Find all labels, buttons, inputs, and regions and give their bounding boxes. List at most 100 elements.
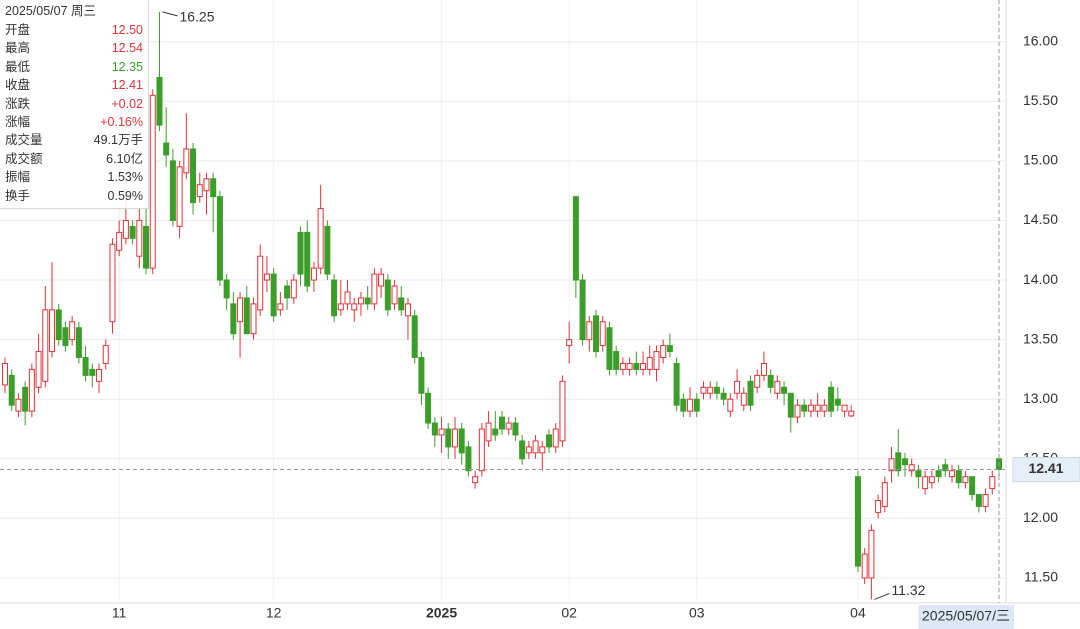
info-row: 成交量 49.1万手	[0, 131, 148, 149]
candle-body	[566, 339, 573, 347]
candle-body	[35, 351, 42, 388]
candle-body	[653, 351, 660, 370]
candle-body	[149, 94, 156, 269]
candle-body	[888, 458, 895, 472]
candle-body	[492, 428, 499, 436]
info-value: 49.1万手	[93, 133, 143, 148]
candle-body	[666, 345, 673, 353]
candle-body	[922, 476, 929, 490]
info-row: 最高 12.54	[0, 39, 148, 57]
candle-body	[606, 327, 613, 370]
candle-body	[700, 386, 707, 394]
info-label: 涨跌	[5, 96, 31, 111]
candle-body	[707, 386, 714, 394]
candle-body	[519, 440, 526, 460]
candle-body	[364, 297, 371, 305]
candle-body	[787, 392, 794, 418]
candle-body	[465, 446, 472, 472]
candle-body	[512, 422, 519, 436]
candle-body	[122, 219, 129, 239]
candle-body	[901, 458, 908, 466]
candle-body	[183, 148, 190, 174]
candle-body	[801, 404, 808, 412]
candle-body	[190, 148, 197, 204]
candle-body	[478, 428, 485, 472]
candle-body	[942, 464, 949, 472]
candle-body	[774, 380, 781, 394]
candle-body	[351, 303, 358, 311]
info-row: 涨跌 +0.02	[0, 95, 148, 113]
info-value: 1.53%	[107, 170, 143, 185]
candle-body	[378, 273, 385, 287]
candle-body	[210, 178, 217, 198]
candle-body	[982, 494, 989, 507]
candle-body	[15, 398, 22, 412]
candle-body	[163, 142, 170, 156]
y-tick-label: 13.50	[1023, 330, 1058, 346]
info-row: 换手 0.59%	[0, 187, 148, 205]
info-label: 涨幅	[5, 114, 31, 129]
candle-body	[284, 285, 291, 299]
candle-body	[304, 231, 311, 287]
candle-body	[593, 315, 600, 353]
y-tick-label: 16.00	[1023, 32, 1058, 48]
y-tick-label: 13.00	[1023, 390, 1058, 406]
price-label: 12.41	[1028, 460, 1063, 476]
candle-body	[337, 303, 344, 311]
info-value: 12.50	[111, 23, 143, 37]
candle-body	[317, 208, 324, 269]
y-tick-label: 15.50	[1023, 92, 1058, 108]
candle-body	[237, 297, 244, 323]
info-row: 最低 12.35	[0, 58, 148, 76]
candle-body	[734, 380, 741, 394]
candle-body	[747, 380, 754, 406]
candle-body	[116, 231, 123, 251]
candle-body	[136, 219, 143, 257]
candle-body	[969, 476, 976, 496]
candle-body	[687, 398, 694, 412]
candle-body	[69, 321, 76, 341]
info-row: 成交额 6.10亿	[0, 150, 148, 168]
info-value: +0.16%	[100, 114, 143, 129]
candle-body	[344, 291, 351, 305]
candle-body	[250, 303, 257, 335]
candle-body	[572, 196, 579, 281]
candle-body	[297, 231, 304, 275]
y-tick-label: 11.50	[1024, 569, 1058, 585]
candle-body	[96, 368, 103, 382]
candle-body	[102, 345, 109, 364]
candle-body	[438, 428, 445, 436]
info-value: 12.41	[111, 78, 143, 93]
info-label: 成交量	[5, 133, 43, 148]
candle-body	[539, 446, 546, 454]
candle-body	[834, 398, 841, 406]
candle-body	[948, 470, 955, 478]
candle-body	[431, 422, 438, 436]
candle-body	[962, 476, 969, 484]
candle-body	[42, 309, 49, 382]
candle-body	[760, 362, 767, 376]
x-tick-label: 12	[266, 605, 282, 621]
candle-body	[680, 398, 687, 412]
candle-body	[290, 279, 297, 299]
x-tick-label: 02	[561, 605, 577, 621]
candle-body	[828, 386, 835, 412]
candle-body	[848, 410, 855, 417]
price-box	[1012, 457, 1080, 483]
x-tick-label: 04	[850, 605, 866, 621]
candle-body	[875, 500, 882, 513]
candle-body	[915, 470, 922, 478]
candle-body	[740, 392, 747, 406]
candle-body	[203, 178, 210, 192]
candle-body	[357, 297, 364, 305]
candle-body	[270, 273, 277, 317]
candle-body	[727, 398, 734, 412]
candle-body	[310, 267, 317, 281]
info-value: 12.54	[111, 41, 143, 56]
x-tick-label: 11	[112, 605, 127, 621]
candle-body	[411, 315, 418, 359]
candle-body	[176, 166, 183, 227]
info-value: 12.35	[111, 59, 143, 74]
candle-body	[881, 482, 888, 507]
